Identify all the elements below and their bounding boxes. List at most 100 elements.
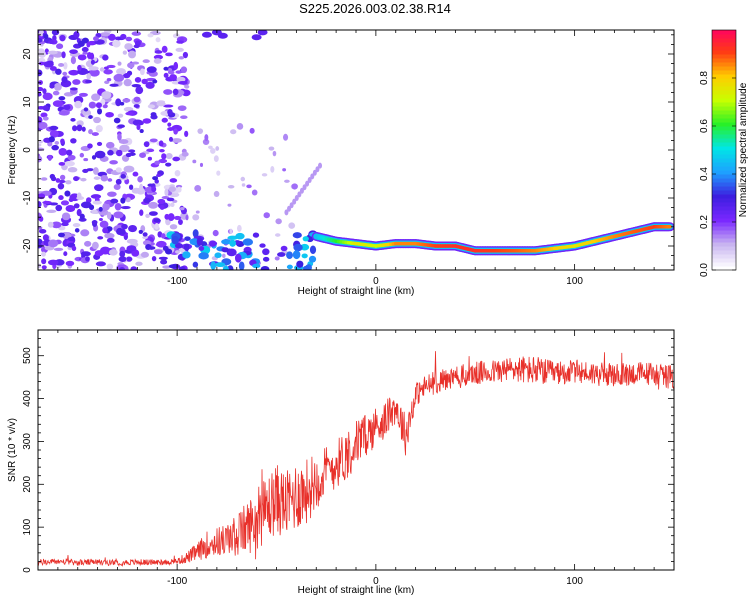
noise-blob bbox=[122, 50, 127, 55]
noise-blob bbox=[93, 116, 101, 124]
bottom-x-tick-label: 0 bbox=[373, 576, 379, 587]
noise-blob bbox=[128, 224, 138, 233]
colorbar-swatch bbox=[712, 90, 736, 95]
noise-blob bbox=[76, 124, 83, 132]
noise-blob bbox=[173, 215, 182, 220]
noise-blob bbox=[147, 156, 153, 161]
noise-blob bbox=[139, 209, 144, 216]
noise-blob bbox=[38, 92, 42, 97]
noise-blob bbox=[88, 204, 95, 211]
noise-blob bbox=[115, 68, 127, 75]
noise-blob bbox=[74, 228, 80, 233]
noise-blob bbox=[88, 66, 99, 71]
noise-blob bbox=[163, 89, 173, 95]
top-x-tick-label: 100 bbox=[566, 276, 583, 287]
noise-blob bbox=[104, 80, 110, 85]
noise-blob bbox=[163, 104, 174, 108]
noise-blob bbox=[92, 200, 102, 205]
noise-blob bbox=[63, 104, 71, 111]
noise-blob bbox=[128, 50, 137, 59]
noise-blob bbox=[137, 175, 143, 183]
noise-blob bbox=[275, 218, 282, 225]
noise-blob bbox=[119, 250, 126, 258]
noise-blob bbox=[238, 261, 245, 270]
noise-blob bbox=[139, 183, 144, 192]
noise-blob bbox=[38, 201, 42, 208]
noise-blob bbox=[47, 154, 52, 161]
noise-blob bbox=[60, 138, 65, 145]
noise-blob bbox=[61, 51, 66, 59]
noise-blob bbox=[159, 204, 165, 210]
noise-blob bbox=[307, 177, 312, 183]
bottom-y-tick-label: 300 bbox=[22, 433, 33, 450]
noise-blob bbox=[215, 262, 226, 268]
noise-blob bbox=[71, 245, 77, 252]
noise-blob bbox=[55, 178, 61, 183]
noise-blob bbox=[123, 78, 132, 87]
colorbar-swatch bbox=[712, 226, 736, 231]
noise-blob bbox=[79, 152, 85, 158]
colorbar-swatch bbox=[712, 182, 736, 187]
noise-blob bbox=[226, 248, 237, 257]
noise-blob bbox=[61, 76, 68, 83]
noise-blob bbox=[85, 256, 90, 262]
noise-blob bbox=[139, 152, 147, 158]
noise-blob bbox=[135, 86, 144, 95]
noise-blob bbox=[297, 191, 302, 198]
noise-blob bbox=[168, 136, 174, 142]
noise-blob bbox=[146, 148, 155, 153]
noise-blob bbox=[65, 204, 76, 213]
noise-blob bbox=[135, 261, 143, 266]
noise-blob bbox=[106, 211, 112, 220]
noise-blob bbox=[197, 128, 204, 134]
noise-blob bbox=[58, 63, 65, 67]
top-x-tick-label: -100 bbox=[167, 276, 187, 287]
noise-blob bbox=[107, 178, 113, 182]
noise-blob bbox=[165, 248, 173, 255]
noise-blob bbox=[282, 168, 287, 172]
noise-blob bbox=[92, 167, 99, 175]
colorbar-swatch bbox=[712, 146, 736, 151]
noise-blob bbox=[49, 125, 59, 131]
noise-blob bbox=[54, 141, 60, 145]
noise-blob bbox=[48, 239, 59, 248]
colorbar-swatch bbox=[712, 154, 736, 159]
noise-blob bbox=[156, 240, 167, 248]
noise-blob bbox=[65, 260, 75, 267]
noise-blob bbox=[117, 61, 122, 66]
noise-blob bbox=[142, 235, 148, 240]
noise-blob bbox=[108, 33, 116, 41]
noise-blob bbox=[117, 133, 122, 141]
noise-blob bbox=[227, 185, 235, 189]
noise-blob bbox=[192, 214, 200, 221]
colorbar-swatch bbox=[712, 78, 736, 83]
noise-blob bbox=[156, 101, 166, 107]
noise-blob bbox=[208, 145, 213, 150]
noise-blob bbox=[171, 138, 182, 143]
noise-blob bbox=[170, 202, 175, 207]
noise-blob bbox=[41, 258, 47, 265]
noise-blob bbox=[286, 264, 293, 270]
noise-blob bbox=[251, 189, 258, 196]
noise-blob bbox=[222, 265, 230, 270]
noise-blob bbox=[115, 178, 122, 185]
noise-blob bbox=[125, 256, 133, 262]
colorbar-swatch bbox=[712, 246, 736, 251]
noise-blob bbox=[72, 125, 78, 132]
noise-blob bbox=[252, 232, 260, 238]
noise-blob bbox=[181, 151, 189, 157]
noise-blob bbox=[50, 174, 55, 180]
noise-blob bbox=[38, 263, 42, 269]
noise-blob bbox=[165, 52, 173, 57]
noise-blob bbox=[57, 232, 65, 238]
colorbar-tick-label: 0.6 bbox=[699, 119, 710, 133]
noise-blob bbox=[175, 250, 181, 254]
noise-blob bbox=[38, 143, 42, 147]
noise-blob bbox=[98, 206, 103, 212]
noise-blob bbox=[125, 152, 132, 158]
noise-blob bbox=[148, 211, 158, 216]
noise-blob bbox=[139, 68, 145, 76]
noise-blob bbox=[199, 162, 204, 168]
